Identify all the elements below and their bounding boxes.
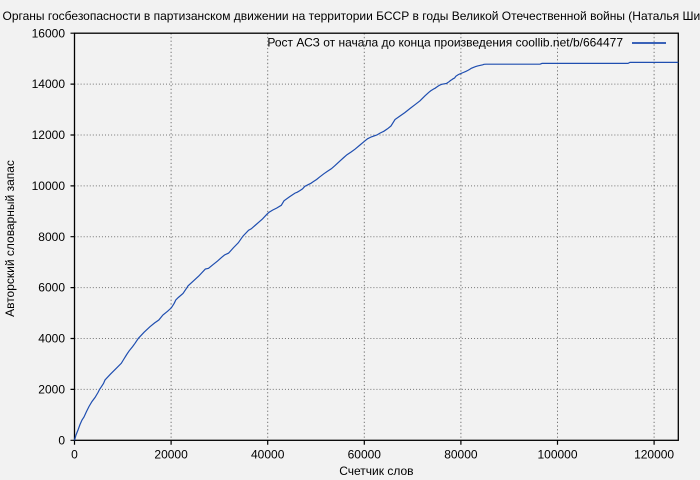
svg-text:80000: 80000 bbox=[444, 448, 478, 462]
svg-text:6000: 6000 bbox=[38, 281, 65, 295]
svg-text:2000: 2000 bbox=[38, 383, 65, 397]
svg-text:0: 0 bbox=[71, 448, 78, 462]
svg-text:120000: 120000 bbox=[634, 448, 674, 462]
svg-text:16000: 16000 bbox=[32, 26, 66, 40]
svg-text:14000: 14000 bbox=[32, 77, 66, 91]
svg-text:4000: 4000 bbox=[38, 332, 65, 346]
svg-text:40000: 40000 bbox=[251, 448, 285, 462]
svg-text:Органы госбезопасности в парти: Органы госбезопасности в партизанском дв… bbox=[3, 9, 700, 23]
svg-text:Авторский словарный запас: Авторский словарный запас bbox=[3, 160, 17, 317]
svg-text:0: 0 bbox=[58, 433, 65, 447]
svg-text:Рост АСЗ от начала до конца пр: Рост АСЗ от начала до конца произведения… bbox=[267, 36, 623, 50]
svg-text:10000: 10000 bbox=[32, 179, 66, 193]
svg-text:12000: 12000 bbox=[32, 128, 66, 142]
svg-text:20000: 20000 bbox=[154, 448, 188, 462]
svg-text:60000: 60000 bbox=[348, 448, 382, 462]
svg-text:8000: 8000 bbox=[38, 230, 65, 244]
svg-text:100000: 100000 bbox=[537, 448, 577, 462]
svg-text:Счетчик слов: Счетчик слов bbox=[339, 464, 413, 478]
